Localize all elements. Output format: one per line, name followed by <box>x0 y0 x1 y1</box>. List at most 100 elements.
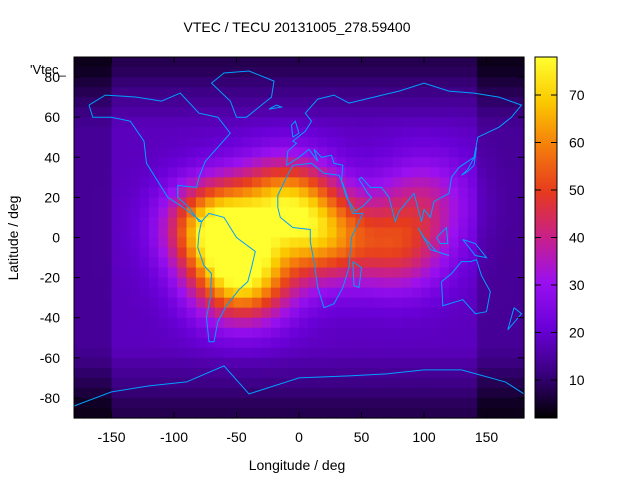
heatmap-cell <box>74 337 84 349</box>
heatmap-cell <box>92 247 103 259</box>
heatmap-cell <box>242 347 253 359</box>
heatmap-cell <box>514 197 525 209</box>
heatmap-cell <box>261 107 272 118</box>
heatmap-cell <box>477 377 488 389</box>
heatmap-cell <box>458 117 469 128</box>
heatmap-cell <box>149 197 159 209</box>
heatmap-cell <box>167 67 178 78</box>
heatmap-cell <box>467 147 478 158</box>
heatmap-cell <box>327 247 338 259</box>
heatmap-cell <box>252 307 263 319</box>
heatmap-cell <box>477 157 488 168</box>
heatmap-cell <box>261 397 272 409</box>
heatmap-cell <box>111 407 122 419</box>
heatmap-cell <box>214 187 225 198</box>
heatmap-cell <box>336 307 347 319</box>
heatmap-cell <box>224 357 234 369</box>
heatmap-cell <box>224 407 234 419</box>
heatmap-cell <box>242 297 253 309</box>
heatmap-cell <box>92 317 103 329</box>
heatmap-cell <box>139 67 150 78</box>
heatmap-cell <box>495 227 506 239</box>
heatmap-cell <box>111 107 122 118</box>
heatmap-cell <box>411 97 422 108</box>
heatmap-cell <box>139 267 150 279</box>
heatmap-cell <box>130 277 141 289</box>
heatmap-cell <box>289 317 300 329</box>
heatmap-cell <box>139 347 150 359</box>
heatmap-cell <box>195 127 206 138</box>
heatmap-cell <box>449 167 459 178</box>
heatmap-cell <box>467 217 478 229</box>
heatmap-cell <box>270 87 281 98</box>
heatmap-cell <box>505 207 516 219</box>
heatmap-cell <box>177 347 188 359</box>
heatmap-cell <box>514 297 525 309</box>
heatmap-cell <box>345 147 356 158</box>
heatmap-cell <box>158 297 169 309</box>
heatmap-cell <box>102 87 113 98</box>
heatmap-cell <box>83 257 94 269</box>
colorbar-tick-label: 50 <box>569 182 585 198</box>
heatmap-cell <box>299 287 309 299</box>
heatmap-cell <box>308 387 319 399</box>
heatmap-cell <box>233 377 244 389</box>
heatmap-cell <box>505 237 516 249</box>
heatmap-cell <box>205 237 216 249</box>
heatmap-cell <box>514 247 525 259</box>
heatmap-cell <box>374 367 384 379</box>
heatmap-cell <box>177 197 188 209</box>
heatmap-cell <box>111 247 122 259</box>
heatmap-cell <box>261 367 272 379</box>
heatmap-cell <box>345 127 356 138</box>
heatmap-cell <box>261 147 272 158</box>
heatmap-cell <box>158 77 169 88</box>
heatmap-cell <box>336 137 347 148</box>
heatmap-cell <box>102 97 113 108</box>
heatmap-cell <box>167 257 178 269</box>
heatmap-cell <box>477 347 488 359</box>
heatmap-cell <box>345 187 356 198</box>
heatmap-cell <box>224 287 234 299</box>
heatmap-cell <box>299 57 309 68</box>
heatmap-cell <box>430 177 441 188</box>
heatmap-cell <box>130 157 141 168</box>
heatmap-cell <box>130 197 141 209</box>
heatmap-cell <box>486 117 497 128</box>
heatmap-cell <box>327 387 338 399</box>
heatmap-cell <box>270 197 281 209</box>
heatmap-cell <box>449 87 459 98</box>
heatmap-cell <box>167 297 178 309</box>
heatmap-cell <box>74 297 84 309</box>
heatmap-cell <box>467 377 478 389</box>
heatmap-cell <box>392 207 403 219</box>
heatmap-cell <box>336 147 347 158</box>
heatmap-cell <box>383 207 394 219</box>
heatmap-cell <box>139 57 150 68</box>
heatmap-cell <box>495 167 506 178</box>
heatmap-cell <box>120 57 131 68</box>
y-tick-label: 40 <box>44 149 60 165</box>
heatmap-cell <box>345 257 356 269</box>
heatmap-cell <box>149 267 159 279</box>
heatmap-cell <box>392 317 403 329</box>
heatmap-cell <box>327 317 338 329</box>
heatmap-cell <box>458 287 469 299</box>
heatmap-cell <box>495 377 506 389</box>
heatmap-cell <box>102 67 113 78</box>
heatmap-cell <box>139 257 150 269</box>
heatmap-cell <box>195 207 206 219</box>
heatmap-cell <box>74 187 84 198</box>
heatmap-cell <box>149 97 159 108</box>
heatmap-cell <box>458 227 469 239</box>
heatmap-cell <box>374 137 384 148</box>
heatmap-cell <box>224 277 234 289</box>
heatmap-cell <box>327 117 338 128</box>
heatmap-cell <box>402 247 413 259</box>
heatmap-cell <box>242 357 253 369</box>
heatmap-cell <box>495 307 506 319</box>
heatmap-cell <box>224 147 234 158</box>
heatmap-cell <box>205 87 216 98</box>
heatmap-cell <box>130 227 141 239</box>
heatmap-cell <box>486 237 497 249</box>
